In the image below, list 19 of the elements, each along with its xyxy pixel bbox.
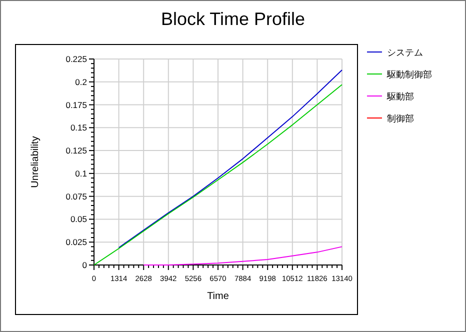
- y-axis-title: Unreliability: [30, 136, 41, 188]
- legend-label: 駆動部: [386, 92, 414, 102]
- y-tick-label: 0.2: [75, 76, 88, 87]
- x-axis-title: Time: [207, 291, 230, 302]
- legend-label: 駆動制御部: [386, 70, 432, 80]
- y-tick-label: 0.175: [66, 100, 88, 110]
- y-tick-label: 0.025: [66, 237, 88, 248]
- y-tick-label: 0.05: [70, 214, 88, 224]
- y-tick-label: 0.075: [66, 191, 88, 202]
- y-tick-label: 0.1: [75, 168, 88, 178]
- legend-label: 制御部: [387, 114, 414, 124]
- y-tick-label: 0.15: [70, 122, 88, 133]
- legend-label: システム: [387, 48, 423, 58]
- chart-title: Block Time Profile: [160, 9, 306, 29]
- line-series: [118, 69, 342, 248]
- y-tick-label: 0.225: [66, 54, 88, 64]
- line-series: [143, 246, 342, 266]
- y-tick-label: 0: [82, 260, 88, 270]
- y-tick-label: 0.125: [66, 146, 88, 156]
